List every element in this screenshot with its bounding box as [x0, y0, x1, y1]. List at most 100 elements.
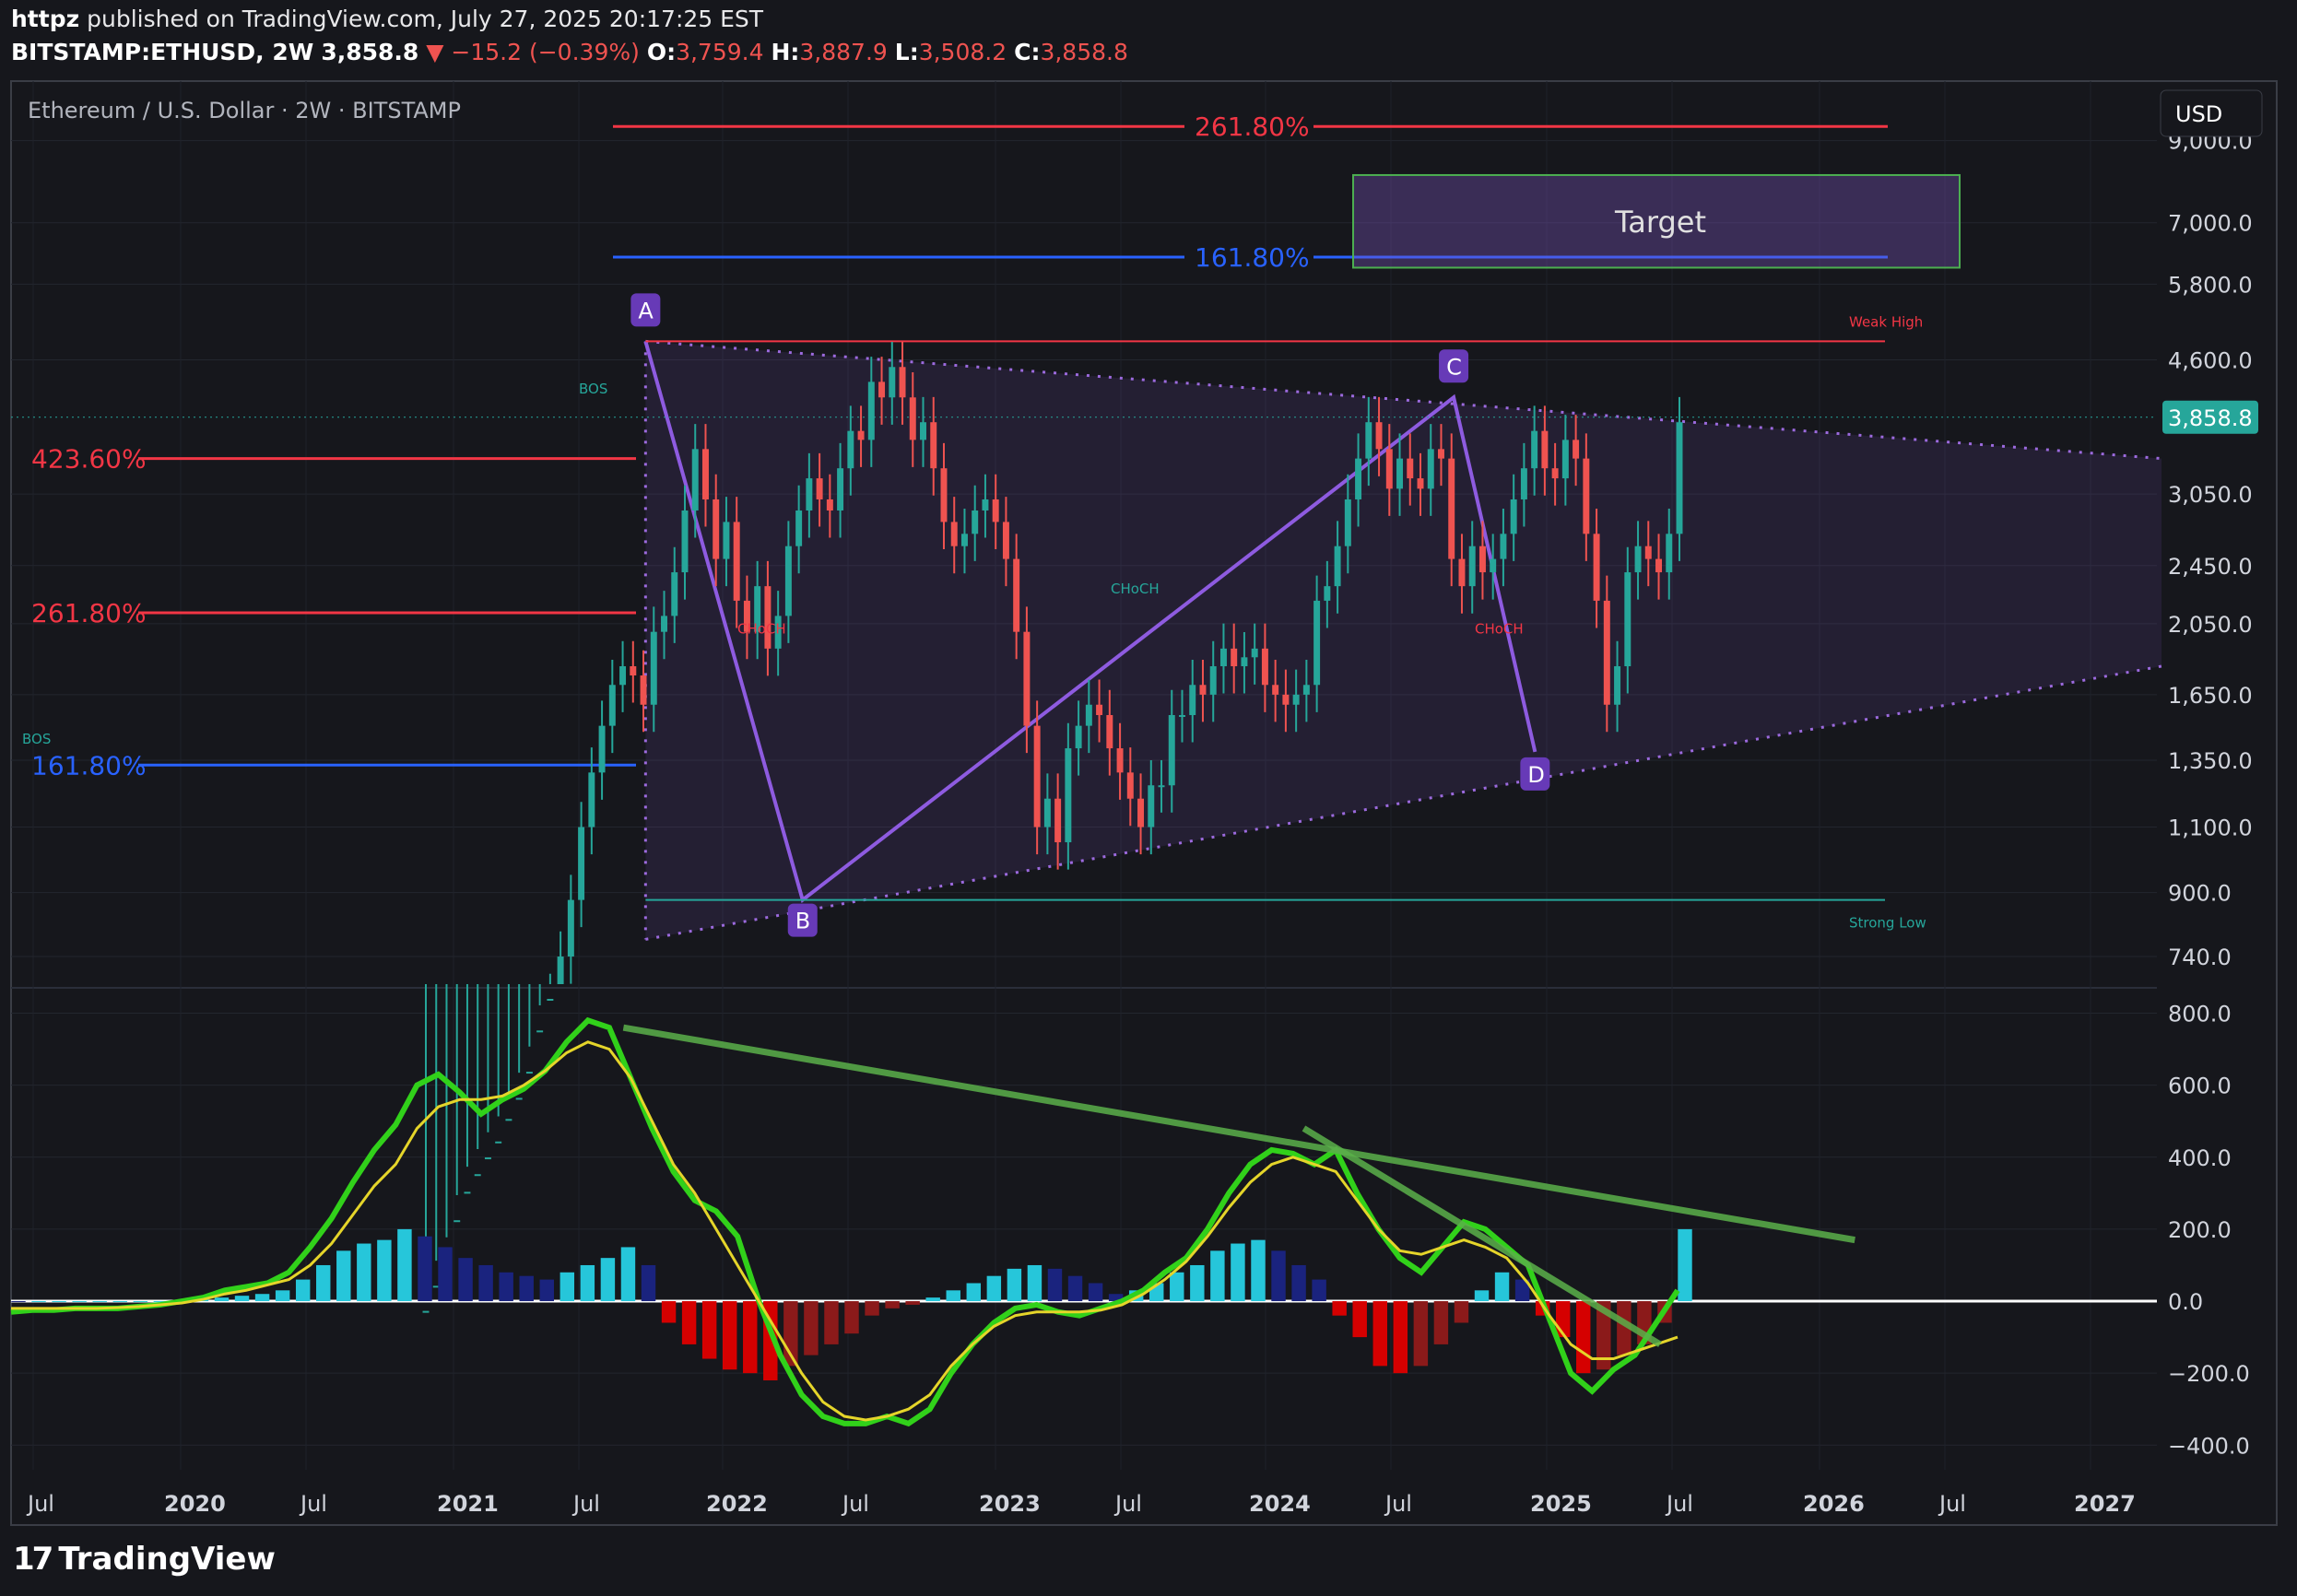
swing-point-badge — [630, 293, 661, 327]
histogram-bar — [804, 1301, 819, 1355]
time-tick-label: Jul — [1665, 1491, 1693, 1517]
indicator-tick-label: −400.0 — [2168, 1433, 2250, 1459]
candle-body — [1644, 546, 1652, 559]
histogram-bar — [336, 1250, 351, 1302]
tradingview-brand[interactable]: 17 TradingView — [13, 1541, 276, 1578]
histogram-bar — [1352, 1301, 1367, 1338]
candle-body — [1065, 748, 1072, 843]
histogram-bar — [234, 1296, 250, 1302]
indicator-trendline — [622, 1024, 1855, 1244]
candle-body — [1106, 715, 1113, 749]
candle-body — [536, 1030, 544, 1033]
candle-body — [847, 430, 854, 469]
histogram-bar — [681, 1301, 697, 1344]
candle-body — [1561, 440, 1569, 479]
indicator-trendline — [1302, 1125, 1662, 1347]
pane-title: Ethereum / U.S. Dollar · 2W · BITSTAMP — [28, 98, 461, 123]
swing-point-label: C — [1446, 354, 1462, 380]
histogram-bar — [499, 1272, 513, 1302]
histogram-bar — [1413, 1301, 1429, 1367]
time-tick-label: Jul — [841, 1491, 869, 1517]
fib-left-label: 161.80% — [31, 750, 147, 780]
pattern-area — [645, 341, 2162, 940]
signal-line — [11, 1040, 1679, 1422]
candle-body — [1137, 798, 1145, 827]
histogram-bar — [885, 1301, 900, 1308]
fib-left-label: 261.80% — [31, 598, 147, 628]
candle-body — [1126, 772, 1134, 799]
histogram-bar — [1576, 1301, 1591, 1374]
candles — [422, 342, 1683, 1313]
candle-body — [723, 522, 730, 559]
chart-frame — [10, 80, 2278, 1526]
price-tick-label: 1,650.0 — [2168, 683, 2253, 709]
currency-label[interactable]: USD — [2175, 101, 2222, 127]
candle-body — [1448, 458, 1455, 559]
price-tick-label: 7,000.0 — [2168, 211, 2253, 237]
fib-left-label: 423.60% — [31, 444, 147, 475]
price-tick-label: 900.0 — [2168, 881, 2232, 907]
structure-label: CHoCH — [1475, 620, 1524, 637]
candle-body — [743, 600, 750, 632]
time-tick-label: Jul — [299, 1491, 327, 1517]
histogram-bar — [1678, 1228, 1692, 1302]
histogram-bar — [112, 1301, 127, 1303]
time-tick-label: Jul — [1384, 1491, 1412, 1517]
candle-body — [1385, 449, 1393, 489]
close-value: 3,858.8 — [1040, 39, 1128, 65]
candle-body — [940, 468, 948, 522]
publisher-name[interactable]: httpz — [11, 6, 80, 32]
candle-body — [1655, 558, 1663, 573]
candle-body — [1324, 586, 1331, 601]
candle-body — [691, 449, 699, 510]
histogram-bar — [11, 1301, 26, 1303]
published-text: published on TradingView.com, July 27, 2… — [87, 6, 764, 32]
candle-body — [1292, 694, 1300, 705]
macd-line — [10, 1016, 1680, 1427]
histogram-bar — [620, 1247, 636, 1302]
candle-body — [992, 499, 999, 522]
currency-button[interactable] — [2160, 89, 2263, 137]
histogram-bar — [641, 1264, 656, 1302]
histogram-bar — [133, 1301, 148, 1303]
candle-body — [1334, 546, 1341, 587]
histogram-bar — [946, 1290, 960, 1302]
indicator-pane — [10, 1016, 2157, 1427]
swing-point-label: B — [795, 909, 810, 934]
histogram-bar — [865, 1301, 879, 1316]
time-tick-label: 2023 — [979, 1491, 1041, 1517]
candle-body — [764, 586, 772, 649]
candle-body — [640, 675, 647, 705]
candle-body — [1054, 798, 1062, 843]
chart-labels: Ethereum / U.S. Dollar · 2W · BITSTAMP US… — [22, 89, 2263, 937]
candle-body — [1593, 534, 1600, 601]
candle-body — [432, 1285, 440, 1288]
symbol-name[interactable]: BITSTAMP:ETHUSD, 2W — [11, 39, 314, 65]
candle-body — [1344, 499, 1351, 546]
histogram-bar — [1170, 1272, 1184, 1302]
candle-body — [1219, 648, 1227, 667]
candle-body — [1168, 715, 1175, 786]
candle-body — [816, 478, 823, 499]
candle-body — [784, 546, 792, 616]
histogram-bar — [357, 1243, 371, 1302]
candle-body — [1148, 785, 1155, 827]
candle-body — [1116, 748, 1124, 773]
candle-body — [547, 998, 554, 1001]
candle-body — [1023, 631, 1031, 726]
candle-body — [1551, 468, 1559, 479]
candle-body — [899, 367, 906, 398]
time-tick-label: 2021 — [437, 1491, 499, 1517]
histogram-bar — [1617, 1301, 1631, 1355]
swing-point-badge — [787, 903, 818, 937]
histogram-bar — [1231, 1243, 1245, 1302]
candle-body — [1199, 685, 1207, 695]
candle-body — [1634, 546, 1642, 573]
candle-body — [1179, 715, 1185, 718]
candle-body — [1043, 798, 1051, 827]
histogram-bar — [377, 1239, 392, 1302]
histogram-bar — [1474, 1290, 1490, 1302]
candle-body — [795, 510, 803, 546]
candle-body — [1531, 430, 1538, 469]
